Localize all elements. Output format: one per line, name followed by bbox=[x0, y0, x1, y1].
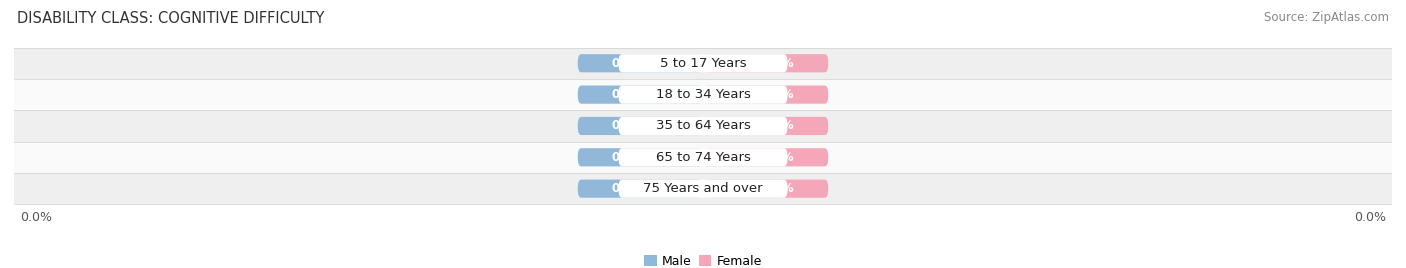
FancyBboxPatch shape bbox=[619, 54, 787, 72]
FancyBboxPatch shape bbox=[703, 54, 828, 72]
Text: 75 Years and over: 75 Years and over bbox=[643, 182, 763, 195]
Text: 0.0%: 0.0% bbox=[762, 57, 794, 70]
Text: 0.0%: 0.0% bbox=[762, 88, 794, 101]
Text: 5 to 17 Years: 5 to 17 Years bbox=[659, 57, 747, 70]
FancyBboxPatch shape bbox=[619, 148, 787, 166]
FancyBboxPatch shape bbox=[578, 117, 703, 135]
Text: 0.0%: 0.0% bbox=[612, 88, 644, 101]
Text: 0.0%: 0.0% bbox=[612, 57, 644, 70]
Text: 0.0%: 0.0% bbox=[762, 120, 794, 132]
FancyBboxPatch shape bbox=[703, 85, 828, 104]
Text: 0.0%: 0.0% bbox=[612, 120, 644, 132]
FancyBboxPatch shape bbox=[578, 148, 703, 166]
Bar bbox=[14, 173, 1392, 204]
FancyBboxPatch shape bbox=[578, 180, 703, 198]
FancyBboxPatch shape bbox=[619, 117, 787, 135]
Bar bbox=[14, 142, 1392, 173]
Text: 35 to 64 Years: 35 to 64 Years bbox=[655, 120, 751, 132]
Bar bbox=[14, 48, 1392, 79]
Text: 0.0%: 0.0% bbox=[1354, 211, 1386, 224]
Text: 0.0%: 0.0% bbox=[612, 151, 644, 164]
Text: 0.0%: 0.0% bbox=[762, 151, 794, 164]
Bar bbox=[14, 79, 1392, 110]
FancyBboxPatch shape bbox=[703, 117, 828, 135]
FancyBboxPatch shape bbox=[619, 180, 787, 198]
FancyBboxPatch shape bbox=[703, 148, 828, 166]
Bar bbox=[14, 110, 1392, 142]
Text: 0.0%: 0.0% bbox=[762, 182, 794, 195]
FancyBboxPatch shape bbox=[578, 85, 703, 104]
Text: 0.0%: 0.0% bbox=[20, 211, 52, 224]
Text: 18 to 34 Years: 18 to 34 Years bbox=[655, 88, 751, 101]
Text: Source: ZipAtlas.com: Source: ZipAtlas.com bbox=[1264, 11, 1389, 24]
Text: 65 to 74 Years: 65 to 74 Years bbox=[655, 151, 751, 164]
FancyBboxPatch shape bbox=[578, 54, 703, 72]
Text: DISABILITY CLASS: COGNITIVE DIFFICULTY: DISABILITY CLASS: COGNITIVE DIFFICULTY bbox=[17, 11, 325, 26]
FancyBboxPatch shape bbox=[619, 85, 787, 104]
Text: 0.0%: 0.0% bbox=[612, 182, 644, 195]
Legend: Male, Female: Male, Female bbox=[640, 250, 766, 268]
FancyBboxPatch shape bbox=[703, 180, 828, 198]
